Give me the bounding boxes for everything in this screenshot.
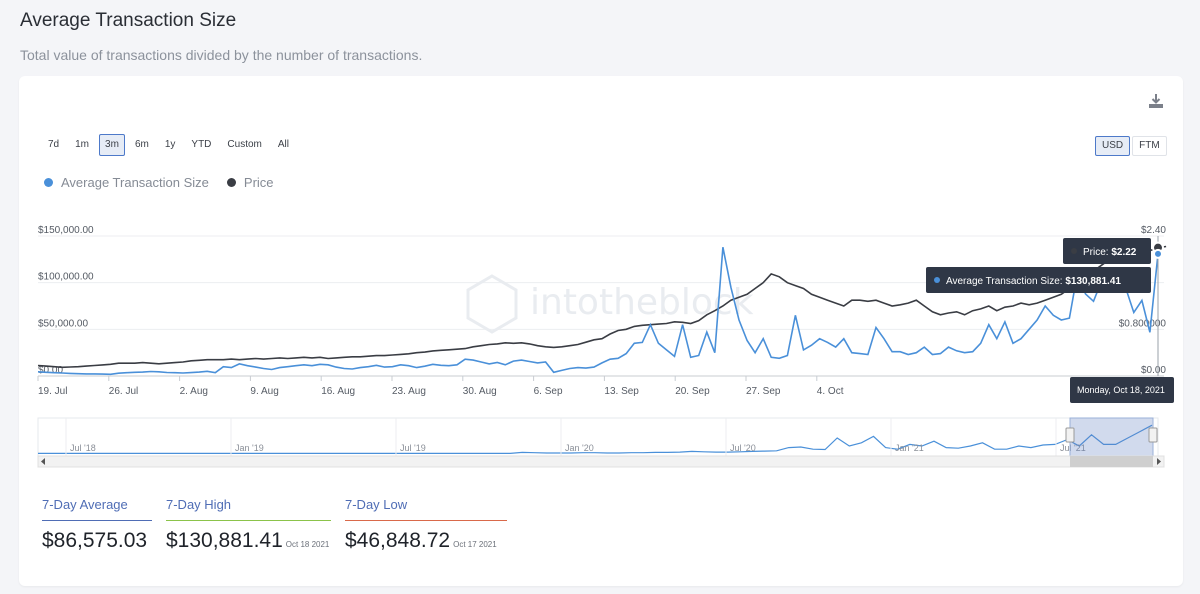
stat-7day-low: 7-Day Low $46,848.72 Oct 17 2021 <box>345 497 507 553</box>
chart-card <box>19 76 1183 586</box>
stat-value: $86,575.03 <box>42 529 148 552</box>
stat-value-wrap: $130,881.41 Oct 18 2021 <box>166 529 331 553</box>
series-line-avg-tx-size <box>37 247 1159 376</box>
stat-value: $46,848.72 <box>345 529 451 552</box>
stat-label: 7-Day High <box>166 497 331 521</box>
tooltip-date-text: Monday, Oct 18, 2021 <box>1077 385 1165 395</box>
range-button-all[interactable]: All <box>271 134 295 156</box>
tooltip-price-label: Price: <box>1083 247 1111 258</box>
tooltip-avg-value: $130,881.41 <box>1065 276 1121 287</box>
stats-row: 7-Day Average $86,575.03 7-Day High $130… <box>42 497 507 553</box>
currency-button-ftm[interactable]: FTM <box>1132 136 1167 156</box>
navigator-tick-label: Jul '19 <box>400 443 426 453</box>
legend-dot-avg-tx-size <box>44 178 53 187</box>
range-selector: 7d 1m 3m 6m 1y YTD Custom All <box>42 134 295 156</box>
range-button-7d[interactable]: 7d <box>42 134 66 156</box>
stat-label: 7-Day Low <box>345 497 507 521</box>
tooltip-date-box <box>1070 377 1174 403</box>
tooltip-avg-box <box>926 267 1151 293</box>
x-tick-label: 30. Aug <box>463 386 497 397</box>
stat-value-wrap: $46,848.72 Oct 17 2021 <box>345 529 507 553</box>
series-line-price <box>37 245 1167 369</box>
navigator-tick-label: Jan '20 <box>565 443 594 453</box>
currency-selector: USD FTM <box>1095 136 1167 156</box>
x-tick-label: 23. Aug <box>392 386 426 397</box>
x-tick-label: 27. Sep <box>746 386 781 397</box>
y-right-tick-label: $0.800000 <box>1119 318 1167 329</box>
x-tick-label: 6. Sep <box>534 386 563 397</box>
navigator-tick-label: Jul '20 <box>730 443 756 453</box>
y-right-tick-label: $0.00 <box>1141 365 1166 376</box>
y-left-tick-label: $0.00 <box>38 365 63 376</box>
x-tick-label: 20. Sep <box>675 386 710 397</box>
stat-date: Oct 18 2021 <box>285 540 330 549</box>
navigator-scrollbar-thumb[interactable] <box>1070 456 1153 467</box>
navigator-handle-left[interactable] <box>1065 427 1075 443</box>
scroll-left-arrow-icon[interactable] <box>41 458 45 465</box>
tooltip-price-value: $2.22 <box>1111 247 1136 258</box>
tooltip-price-box <box>1063 238 1151 264</box>
y-left-tick-label: $150,000.00 <box>38 225 94 236</box>
point-marker-avg <box>1153 248 1163 259</box>
stat-7day-average: 7-Day Average $86,575.03 <box>42 497 152 553</box>
y-left-tick-label: $100,000.00 <box>38 272 94 283</box>
navigator-tick-label: Jan '19 <box>235 443 264 453</box>
tooltip-price-text: Price: $2.22 <box>1083 247 1137 258</box>
stat-value-wrap: $86,575.03 <box>42 529 152 553</box>
range-button-1y[interactable]: 1y <box>158 134 182 156</box>
x-tick-label: 2. Aug <box>180 386 208 397</box>
range-button-1m[interactable]: 1m <box>69 134 96 156</box>
tooltip-avg-dot <box>934 277 940 283</box>
range-button-6m[interactable]: 6m <box>128 134 155 156</box>
navigator-tick-label: Jul '21 <box>1060 443 1086 453</box>
page-subtitle: Total value of transactions divided by t… <box>20 47 423 63</box>
x-tick-label: 16. Aug <box>321 386 355 397</box>
y-right-tick-label: $2.40 <box>1141 225 1166 236</box>
navigator-tick-label: Jan '21 <box>895 443 924 453</box>
legend-item-price[interactable]: Price <box>226 175 274 190</box>
download-icon[interactable] <box>1147 92 1165 110</box>
range-button-3m[interactable]: 3m <box>99 134 125 156</box>
stat-date: Oct 17 2021 <box>453 540 497 549</box>
tooltip-price-dot <box>1071 248 1077 254</box>
stat-label: 7-Day Average <box>42 497 152 521</box>
stat-7day-high: 7-Day High $130,881.41 Oct 18 2021 <box>166 497 331 553</box>
navigator-handle-right[interactable] <box>1148 427 1158 443</box>
legend-label-price: Price <box>243 175 274 190</box>
currency-button-usd[interactable]: USD <box>1095 136 1131 156</box>
x-tick-label: 19. Jul <box>38 386 67 397</box>
navigator-tick-label: Jul '18 <box>70 443 96 453</box>
x-tick-label: 26. Jul <box>109 386 138 397</box>
page-title: Average Transaction Size <box>20 10 237 31</box>
navigator-selection[interactable] <box>1069 417 1154 457</box>
navigator-series-line <box>38 424 1153 454</box>
navigator-frame <box>37 417 1159 457</box>
navigator-scrollbar-track <box>37 455 1165 468</box>
x-tick-label: 9. Aug <box>250 386 278 397</box>
y-left-tick-label: $50,000.00 <box>38 318 88 329</box>
range-button-ytd[interactable]: YTD <box>185 134 218 156</box>
x-tick-label: 13. Sep <box>604 386 639 397</box>
stat-value: $130,881.41 <box>166 529 283 552</box>
watermark-logo-icon <box>466 274 518 334</box>
range-button-custom[interactable]: Custom <box>221 134 268 156</box>
scroll-right-arrow-icon[interactable] <box>1157 458 1161 465</box>
tooltip-avg-text: Average Transaction Size: $130,881.41 <box>946 276 1121 287</box>
tooltip-avg-label: Average Transaction Size: <box>946 276 1065 287</box>
x-tick-label: 4. Oct <box>817 386 844 397</box>
watermark: intotheblock <box>530 282 754 323</box>
chart-legend: Average Transaction Size Price <box>44 175 274 190</box>
legend-label-avg-tx-size: Average Transaction Size <box>61 175 209 190</box>
legend-item-avg-tx-size[interactable]: Average Transaction Size <box>44 175 209 190</box>
legend-dot-price <box>226 178 236 187</box>
